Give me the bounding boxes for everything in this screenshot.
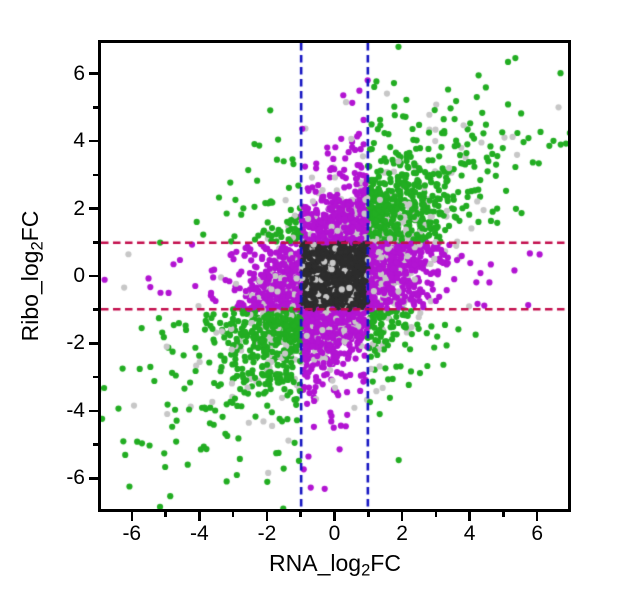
x-major-tick (130, 512, 134, 521)
x-minor-tick (299, 512, 302, 517)
x-major-tick (333, 512, 336, 521)
y-tick-label: 0 (73, 264, 85, 287)
y-minor-tick (93, 173, 98, 177)
y-major-tick (89, 207, 98, 210)
y-major-tick (89, 409, 98, 413)
x-tick-label: -6 (122, 522, 142, 545)
x-major-tick (468, 512, 471, 521)
x-minor-tick (434, 512, 438, 517)
x-tick-label: 2 (396, 522, 408, 545)
x-tick-label: 6 (531, 522, 544, 545)
x-tick-label: 0 (328, 522, 341, 545)
y-major-tick (89, 72, 98, 75)
x-tick-label: 4 (463, 522, 476, 545)
y-tick-label: 6 (73, 61, 85, 85)
x-minor-tick (502, 512, 505, 517)
y-tick-label: -4 (66, 398, 85, 422)
x-minor-tick (231, 512, 235, 517)
scatter-points-canvas (101, 43, 568, 509)
x-tick-label: -4 (190, 522, 209, 545)
x-major-tick (198, 512, 201, 521)
y-minor-tick (93, 375, 98, 379)
y-axis-label-subscript: 2 (27, 241, 47, 251)
y-tick-label: 4 (73, 129, 85, 153)
y-major-tick (89, 477, 98, 480)
y-minor-tick (93, 308, 98, 311)
plot-area (98, 40, 571, 512)
x-minor-tick (164, 512, 167, 517)
x-tick-label: -2 (257, 522, 277, 545)
y-tick-label: -6 (66, 466, 85, 490)
x-axis-label-suffix: FC (370, 550, 401, 576)
y-major-tick (89, 139, 98, 143)
y-tick-label: 2 (73, 196, 85, 220)
x-axis-label-prefix: RNA_log (269, 550, 362, 576)
y-major-tick (89, 342, 98, 345)
x-axis-label: RNA_log2FC (214, 550, 456, 581)
x-major-tick (400, 512, 404, 521)
x-major-tick (535, 512, 539, 521)
x-minor-tick (367, 512, 370, 517)
y-major-tick (89, 274, 98, 278)
x-major-tick (265, 512, 269, 521)
y-tick-label: -2 (66, 331, 85, 355)
y-minor-tick (93, 443, 98, 446)
x-axis-label-subscript: 2 (361, 560, 371, 580)
y-minor-tick (93, 241, 98, 244)
y-minor-tick (93, 106, 98, 109)
